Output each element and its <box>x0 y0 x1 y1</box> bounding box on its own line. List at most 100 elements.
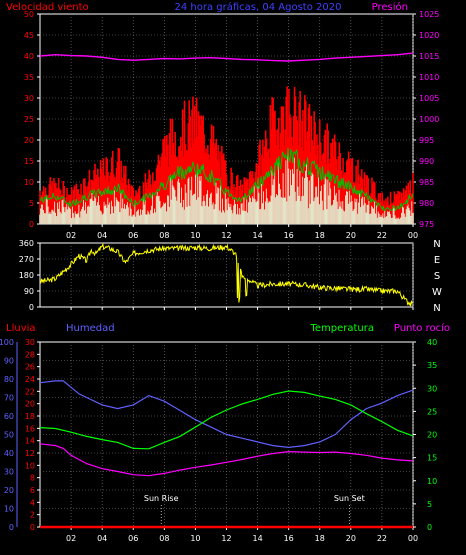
humidity-ytick-label: 50 <box>4 431 14 440</box>
temperature-ytick-label: 0 <box>427 523 432 532</box>
humidity-ytick-label: 80 <box>4 375 14 384</box>
rain-ytick-label: 14 <box>25 437 35 446</box>
pressure-ytick-label: 1010 <box>419 73 439 82</box>
humidity-ytick-label: 90 <box>4 357 14 366</box>
rain-ytick-label: 24 <box>25 375 35 384</box>
rain-ytick-label: 10 <box>25 461 35 470</box>
wind-ytick-label: 50 <box>24 10 34 19</box>
0-xtick-label: 14 <box>252 231 262 240</box>
0-xtick-label: 08 <box>159 231 169 240</box>
0-xtick-label: 00 <box>408 231 418 240</box>
rain-ytick-label: 22 <box>25 387 35 396</box>
rain-ytick-label: 16 <box>25 424 35 433</box>
humidity-ytick-label: 0 <box>9 523 14 532</box>
pressure-ytick-label: 985 <box>419 178 434 187</box>
rain-ytick-label: 12 <box>25 449 35 458</box>
pressure-ytick-label: 1025 <box>419 10 439 19</box>
2-xtick-label: 00 <box>408 534 418 543</box>
humidity-ytick-label: 30 <box>4 468 14 477</box>
2-xtick-label: 04 <box>97 534 107 543</box>
pressure-ytick-label: 975 <box>419 220 434 229</box>
pressure-ytick-label: 1005 <box>419 94 439 103</box>
direction-ytick-label: 180 <box>19 271 34 280</box>
compass-label: N <box>433 239 440 250</box>
0-xtick-label: 12 <box>221 231 231 240</box>
pressure-ytick-label: 980 <box>419 199 434 208</box>
rain-ytick-label: 4 <box>30 498 35 507</box>
pressure-label: Presión <box>372 1 408 13</box>
wind-ytick-label: 0 <box>29 220 34 229</box>
0-xtick-label: 02 <box>66 231 76 240</box>
pressure-line <box>39 52 414 62</box>
2-xtick-label: 06 <box>128 534 138 543</box>
humidity-ytick-label: 10 <box>4 505 14 514</box>
direction-ytick-label: 0 <box>29 303 34 312</box>
humidity-ytick-label: 40 <box>4 449 14 458</box>
rain-label: Lluvia <box>6 323 36 334</box>
temperature-ytick-label: 20 <box>427 431 437 440</box>
temperature-ytick-label: 35 <box>427 361 437 370</box>
0-xtick-label: 18 <box>315 231 325 240</box>
rain-ytick-label: 18 <box>25 412 35 421</box>
rain-ytick-label: 6 <box>30 486 35 495</box>
wind-direction-line <box>39 242 413 307</box>
rain-ytick-label: 30 <box>25 338 35 347</box>
2-xtick-label: 10 <box>190 534 200 543</box>
temperature-ytick-label: 25 <box>427 407 437 416</box>
wind-ytick-label: 35 <box>24 73 34 82</box>
humidity-line <box>39 380 414 449</box>
2-xtick-label: 12 <box>221 534 231 543</box>
compass-label: E <box>434 255 440 266</box>
humidity-label: Humedad <box>66 323 115 334</box>
direction-ytick-label: 360 <box>19 239 34 248</box>
sunrise-label: Sun Rise <box>144 494 179 503</box>
rain-ytick-label: 28 <box>25 350 35 359</box>
wind-chart-title: 24 hora gráficas, 04 Agosto 2020 <box>175 1 342 13</box>
pressure-ytick-label: 1015 <box>419 52 439 61</box>
pressure-ytick-label: 1020 <box>419 31 439 40</box>
humidity-ytick-label: 100 <box>0 338 14 347</box>
wind-ytick-label: 25 <box>24 115 34 124</box>
humidity-ytick-label: 60 <box>4 412 14 421</box>
direction-ytick-label: 90 <box>24 287 34 296</box>
humidity-ytick-label: 20 <box>4 486 14 495</box>
0-xtick-label: 20 <box>346 231 356 240</box>
temperature-ytick-label: 40 <box>427 338 437 347</box>
2-xtick-label: 14 <box>252 534 262 543</box>
compass-label: W <box>432 287 442 298</box>
0-xtick-label: 16 <box>284 231 294 240</box>
temperature-ytick-label: 5 <box>427 500 432 509</box>
2-xtick-label: 16 <box>284 534 294 543</box>
rain-ytick-label: 26 <box>25 363 35 372</box>
0-xtick-label: 06 <box>128 231 138 240</box>
temperature-ytick-label: 30 <box>427 384 437 393</box>
wind-ytick-label: 5 <box>29 199 34 208</box>
compass-label: N <box>433 303 440 314</box>
temperature-line <box>39 390 414 450</box>
dewpoint-line <box>39 443 414 477</box>
wind-ytick-label: 15 <box>24 157 34 166</box>
temperature-ytick-label: 15 <box>427 454 437 463</box>
pressure-ytick-label: 995 <box>419 136 434 145</box>
rain-ytick-label: 8 <box>30 474 35 483</box>
wind-ytick-label: 45 <box>24 31 34 40</box>
pressure-ytick-label: 1000 <box>419 115 439 124</box>
2-xtick-label: 18 <box>315 534 325 543</box>
temperature-ytick-label: 10 <box>427 477 437 486</box>
sunset-label: Sun Set <box>334 494 365 503</box>
humidity-ytick-label: 70 <box>4 394 14 403</box>
0-xtick-label: 22 <box>377 231 387 240</box>
0-xtick-label: 10 <box>190 231 200 240</box>
wind-average-line <box>39 147 414 212</box>
wind-ytick-label: 30 <box>24 94 34 103</box>
dewpoint-label: Punto rocío <box>394 322 450 334</box>
compass-label: S <box>434 271 440 282</box>
2-xtick-label: 20 <box>346 534 356 543</box>
wind-ytick-label: 10 <box>24 178 34 187</box>
2-xtick-label: 08 <box>159 534 169 543</box>
rain-ytick-label: 0 <box>30 523 35 532</box>
pressure-ytick-label: 990 <box>419 157 434 166</box>
2-xtick-label: 02 <box>66 534 76 543</box>
